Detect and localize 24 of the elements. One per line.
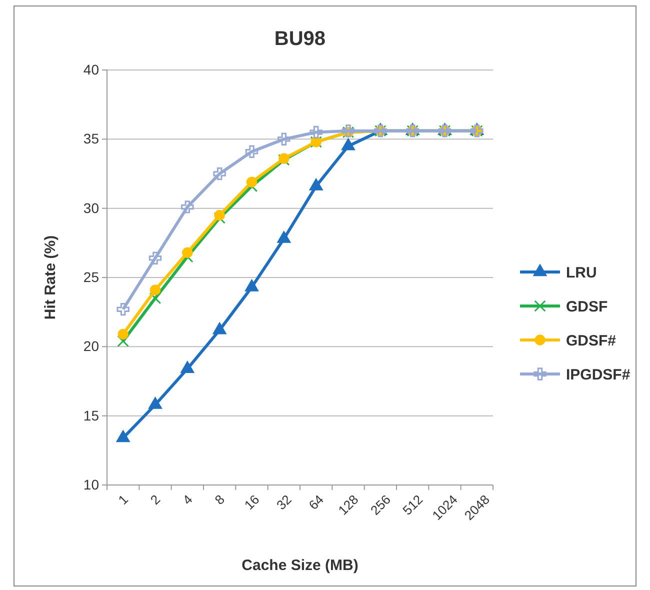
x-tick-label: 16 (241, 492, 262, 513)
legend-label: GDSF# (566, 332, 617, 350)
y-tick-label: 35 (83, 130, 100, 147)
legend-label: IPGDSF# (566, 366, 631, 384)
x-tick-label: 1 (115, 492, 131, 508)
y-tick-label: 25 (83, 268, 100, 285)
x-axis-title: Cache Size (MB) (242, 557, 358, 574)
x-tick-label: 256 (367, 492, 394, 518)
x-tick-label: 4 (180, 492, 196, 508)
x-tick-label: 32 (274, 492, 294, 513)
x-tick-label: 2 (147, 492, 164, 508)
chart-title: BU98 (274, 28, 326, 50)
legend-label: GDSF (566, 298, 608, 316)
y-tick-label: 40 (83, 61, 100, 78)
legend-label: LRU (566, 264, 597, 282)
y-tick-label: 20 (83, 338, 100, 354)
y-tick-label: 15 (83, 407, 100, 424)
x-tick-label: 8 (212, 492, 228, 508)
x-tick-label: 512 (400, 492, 426, 518)
y-axis-title: Hit Rate (%) (42, 235, 59, 320)
x-tick-label: 64 (306, 492, 327, 513)
y-tick-label: 30 (83, 200, 100, 216)
x-tick-label: 128 (335, 492, 362, 518)
y-tick-label: 10 (83, 476, 100, 492)
